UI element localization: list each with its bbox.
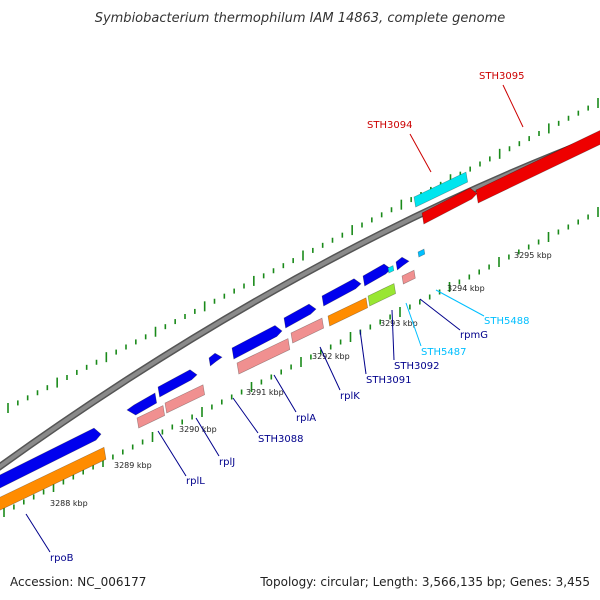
scale-tick-label: 3291 kbp — [246, 388, 284, 397]
scale-tick-label: 3292 kbp — [312, 352, 350, 361]
STH3092-gene-feature[interactable] — [367, 283, 396, 307]
gene-label: STH3088 — [258, 434, 303, 445]
gene-label-leader-line — [157, 430, 187, 477]
gene-label: rpoB — [50, 553, 74, 564]
gene-label-leader-line — [232, 397, 259, 434]
gene-label-leader-line — [391, 309, 395, 361]
STH5487-cds-feature[interactable] — [387, 265, 395, 274]
gene-label-leader-line — [405, 302, 422, 347]
rplJ-gene-feature[interactable] — [164, 384, 205, 414]
gene-label-leader-line — [359, 329, 367, 375]
STH3091-cds-feature[interactable] — [321, 278, 362, 307]
rplK-cds-feature[interactable] — [283, 303, 317, 329]
STH3088-cds-feature[interactable] — [208, 352, 223, 367]
scale-tick-label: 3288 kbp — [50, 499, 88, 508]
gene-label-leader-line — [319, 346, 341, 391]
rplA-gene-feature[interactable] — [236, 338, 291, 375]
gene-label: STH5488 — [484, 316, 529, 327]
gene-label: rplA — [296, 413, 316, 424]
rpoB-gene-feature[interactable] — [0, 446, 107, 514]
gene-label: rpmG — [460, 330, 488, 341]
scale-tick-label: 3293 kbp — [380, 319, 418, 328]
STH5488-cds-feature[interactable] — [417, 248, 426, 258]
gene-label-leader-line — [273, 374, 297, 413]
rplA-cds-feature[interactable] — [231, 325, 283, 360]
STH3094-gene-feature[interactable] — [421, 187, 478, 225]
STH3094-cds-feature[interactable] — [413, 171, 468, 208]
gene-label: STH3092 — [394, 361, 439, 372]
rplL-gene-feature[interactable] — [136, 405, 165, 429]
topology-text: Topology: circular; Length: 3,566,135 bp… — [259, 575, 590, 589]
gene-label-leader-line — [419, 298, 461, 331]
gene-label: STH3094 — [367, 120, 412, 131]
gene-label: rplJ — [219, 457, 235, 468]
gene-label-leader-line — [435, 289, 485, 317]
gene-label: STH3091 — [366, 375, 411, 386]
gene-label: STH3095 — [479, 71, 524, 82]
STH3092-cds-feature[interactable] — [362, 263, 392, 287]
rplK-gene-feature[interactable] — [290, 317, 324, 344]
STH3095-cds-feature[interactable] — [475, 127, 600, 204]
map-title: Symbiobacterium thermophilum IAM 14863, … — [95, 11, 506, 26]
rpmG-gene-feature[interactable] — [401, 269, 416, 285]
gene-label: STH5487 — [421, 347, 466, 358]
gene-label-leader-line — [409, 133, 432, 173]
gene-label-leader-line — [25, 513, 51, 553]
rplL-cds-feature[interactable] — [126, 392, 157, 416]
STH3091-gene-feature[interactable] — [327, 297, 368, 327]
rpoB-cds-feature[interactable] — [0, 427, 102, 492]
gene-label-leader-line — [195, 417, 220, 457]
gene-label: rplL — [186, 476, 205, 487]
scale-tick-label: 3290 kbp — [179, 425, 217, 434]
scale-tick-label: 3294 kbp — [447, 284, 485, 293]
rpmG-cds-feature[interactable] — [395, 256, 410, 271]
gene-label: rplK — [340, 391, 360, 402]
gene-label-leader-line — [502, 84, 524, 128]
scale-tick-label: 3289 kbp — [114, 461, 152, 470]
scale-tick-label: 3295 kbp — [514, 251, 552, 260]
accession-text: Accession: NC_006177 — [10, 575, 146, 589]
rplJ-cds-feature[interactable] — [157, 369, 198, 398]
